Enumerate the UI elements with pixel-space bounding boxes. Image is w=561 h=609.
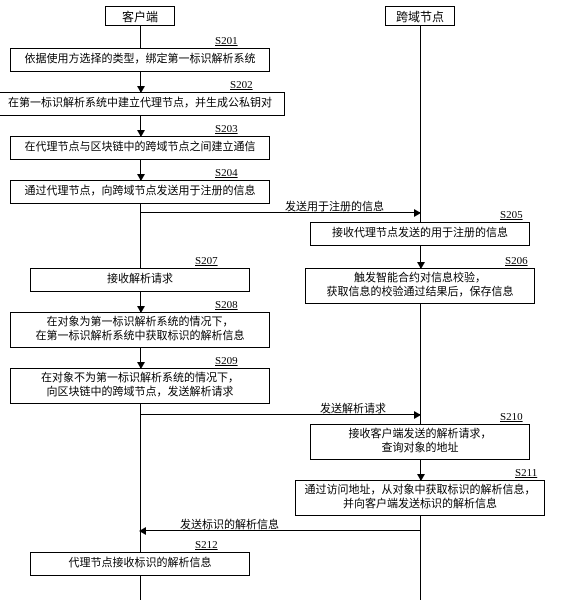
- flow-s208-s209: [140, 348, 141, 368]
- step-id-s203: S203: [215, 123, 238, 135]
- flow-s203-s204: [140, 160, 141, 180]
- step-s206: 触发智能合约对信息校验， 获取信息的校验通过结果后，保存信息: [305, 268, 535, 304]
- step-id-s207: S207: [195, 255, 218, 267]
- lane-header-client: 客户端: [105, 6, 175, 26]
- flow-s210-s211: [420, 460, 421, 480]
- step-id-s210: S210: [500, 411, 523, 423]
- step-s202: 在第一标识解析系统中建立代理节点，并生成公私钥对: [0, 92, 285, 116]
- step-s201: 依据使用方选择的类型，绑定第一标识解析系统: [10, 48, 270, 72]
- flow-s201-s202: [140, 72, 141, 92]
- step-id-s201: S201: [215, 35, 238, 47]
- step-s205: 接收代理节点发送的用于注册的信息: [310, 222, 530, 246]
- step-s209: 在对象不为第一标识解析系统的情况下， 向区块链中的跨域节点，发送解析请求: [10, 368, 270, 404]
- step-id-s209: S209: [215, 355, 238, 367]
- step-s203: 在代理节点与区块链中的跨域节点之间建立通信: [10, 136, 270, 160]
- step-id-s202: S202: [230, 79, 253, 91]
- msg-arrow-parse-req: [140, 414, 420, 415]
- step-id-s211: S211: [515, 467, 537, 479]
- step-s204: 通过代理节点，向跨域节点发送用于注册的信息: [10, 180, 270, 204]
- flow-s202-s203: [140, 116, 141, 136]
- step-id-s204: S204: [215, 167, 238, 179]
- flow-s205-s206: [420, 246, 421, 268]
- step-id-s212: S212: [195, 539, 218, 551]
- step-s207: 接收解析请求: [30, 268, 250, 292]
- msg-arrow-register: [140, 212, 420, 213]
- step-s208: 在对象为第一标识解析系统的情况下， 在第一标识解析系统中获取标识的解析信息: [10, 312, 270, 348]
- step-id-s206: S206: [505, 255, 528, 267]
- msg-arrow-parse-info: [140, 530, 420, 531]
- lane-header-cross: 跨域节点: [385, 6, 455, 26]
- step-id-s208: S208: [215, 299, 238, 311]
- flow-s207-s208: [140, 292, 141, 312]
- step-s211: 通过访问地址，从对象中获取标识的解析信息， 并向客户端发送标识的解析信息: [295, 480, 545, 516]
- step-s210: 接收客户端发送的解析请求， 查询对象的地址: [310, 424, 530, 460]
- step-id-s205: S205: [500, 209, 523, 221]
- step-s212: 代理节点接收标识的解析信息: [30, 552, 250, 576]
